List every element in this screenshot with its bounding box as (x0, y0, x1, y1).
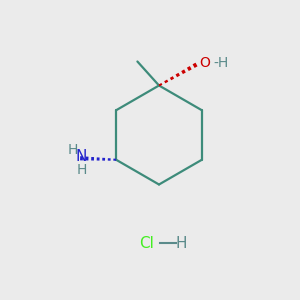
Text: Cl: Cl (140, 236, 154, 250)
Text: -H: -H (213, 56, 228, 70)
Text: N: N (76, 149, 87, 164)
Text: H: H (68, 143, 78, 157)
Text: H: H (76, 163, 87, 177)
Text: O: O (199, 56, 210, 70)
Text: H: H (176, 236, 187, 250)
